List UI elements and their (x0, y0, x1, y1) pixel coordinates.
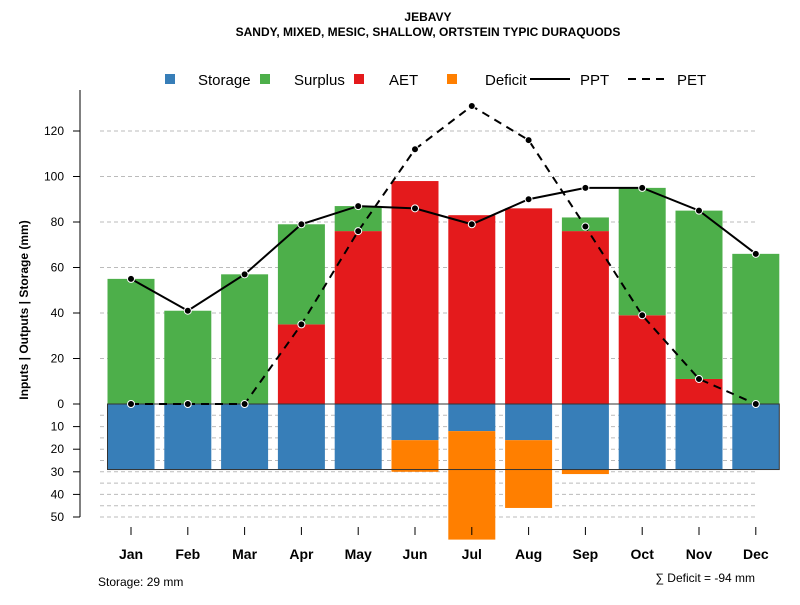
ppt-point (467, 220, 476, 229)
storage-bar (391, 404, 439, 441)
ppt-line (130, 186, 757, 312)
pet-point (240, 400, 249, 408)
x-tick-label: Apr (289, 546, 314, 562)
y-tick-label: 30 (51, 465, 65, 479)
ppt-point (581, 183, 590, 192)
storage-annotation: Storage: 29 mm (98, 575, 183, 589)
surplus-bar (675, 210, 723, 379)
chart-title: JEBAVY (404, 10, 451, 24)
aet-bar (618, 315, 666, 404)
legend-swatch-aet (354, 74, 364, 84)
surplus-bar (221, 274, 269, 404)
x-tick-label: Nov (686, 546, 713, 562)
x-tick-label: Feb (175, 546, 200, 562)
aet-bar (675, 378, 723, 404)
x-tick-label: Aug (515, 546, 542, 562)
ppt-point (695, 206, 703, 215)
legend-label-ppt: PPT (580, 72, 609, 89)
legend-swatch-deficit (447, 74, 457, 84)
pet-line (131, 104, 757, 405)
storage-capacity-box (107, 403, 780, 471)
ppt-point (638, 183, 647, 192)
x-tick-label: Sep (573, 546, 599, 562)
y-tick-label: 20 (51, 352, 65, 366)
surplus-bar (107, 278, 155, 404)
x-tick-label: Dec (743, 546, 769, 562)
y-axis-label: Inputs | Outputs | Storage (mm) (17, 220, 31, 399)
storage-bar (732, 404, 780, 470)
surplus-bar (618, 187, 666, 316)
y-tick-label: 40 (51, 487, 65, 501)
y-tick-label: 100 (44, 170, 64, 184)
aet-bar (448, 215, 496, 404)
legend-label-deficit: Deficit (485, 72, 528, 89)
y-tick-label: 10 (51, 420, 65, 434)
deficit-annotation: ∑ Deficit = -94 mm (655, 571, 755, 585)
legend-label-pet: PET (677, 72, 706, 89)
deficit-bar (561, 469, 609, 475)
surplus-bar (732, 253, 780, 404)
storage-bar (448, 404, 496, 432)
deficit-bar (505, 440, 553, 508)
pet-point (297, 320, 306, 329)
pet-point (581, 222, 590, 231)
storage-bar (277, 404, 325, 470)
pet-point (524, 136, 533, 145)
y-tick-label: 0 (57, 397, 64, 411)
pet-point (751, 400, 760, 408)
x-tick-label: May (345, 546, 372, 562)
pet-point (183, 400, 192, 408)
pet-point (127, 400, 135, 408)
y-tick-label: 20 (51, 442, 65, 456)
x-tick-label: Jun (403, 546, 428, 562)
aet-bar (334, 231, 382, 404)
y-tick-label: 50 (51, 510, 65, 524)
storage-bar (675, 404, 723, 470)
legend-label-aet: AET (389, 72, 418, 89)
surplus-bar (164, 310, 212, 404)
legend-swatch-surplus (260, 74, 270, 84)
ppt-point (354, 202, 363, 211)
deficit-bar (391, 440, 439, 472)
storage-bar (561, 404, 609, 470)
aet-bar (277, 324, 325, 404)
deficit-bar (448, 431, 496, 540)
ppt-point (240, 270, 249, 279)
x-tick-label: Jul (462, 546, 482, 562)
ppt-point (524, 195, 533, 204)
storage-bar (164, 404, 212, 470)
aet-bar (505, 208, 553, 404)
storage-bar (618, 404, 666, 470)
y-tick-label: 60 (51, 261, 65, 275)
legend-label-storage: Storage (198, 72, 251, 89)
y-tick-label: 80 (51, 215, 65, 229)
pet-point (467, 101, 476, 110)
ppt-point (297, 220, 306, 229)
y-tick-label: 120 (44, 124, 64, 138)
legend-label-surplus: Surplus (294, 72, 345, 89)
chart-subtitle: SANDY, MIXED, MESIC, SHALLOW, ORTSTEIN T… (236, 25, 621, 39)
legend-swatch-storage (165, 74, 175, 84)
pet-point (354, 227, 363, 236)
aet-bar (391, 181, 439, 404)
x-tick-label: Oct (631, 546, 655, 562)
ppt-point (183, 306, 192, 315)
storage-bar (107, 404, 155, 470)
aet-bar (561, 231, 609, 404)
storage-bar (334, 404, 382, 470)
pet-point (695, 374, 703, 383)
storage-bar (221, 404, 269, 470)
ppt-point (411, 204, 419, 213)
pet-point (411, 145, 419, 154)
surplus-bar (277, 224, 325, 325)
y-tick-label: 40 (51, 306, 65, 320)
storage-bar (505, 404, 553, 441)
x-tick-label: Mar (232, 546, 257, 562)
pet-point (638, 311, 647, 320)
ppt-point (127, 274, 135, 283)
x-tick-label: Jan (119, 546, 143, 562)
ppt-point (751, 249, 760, 258)
